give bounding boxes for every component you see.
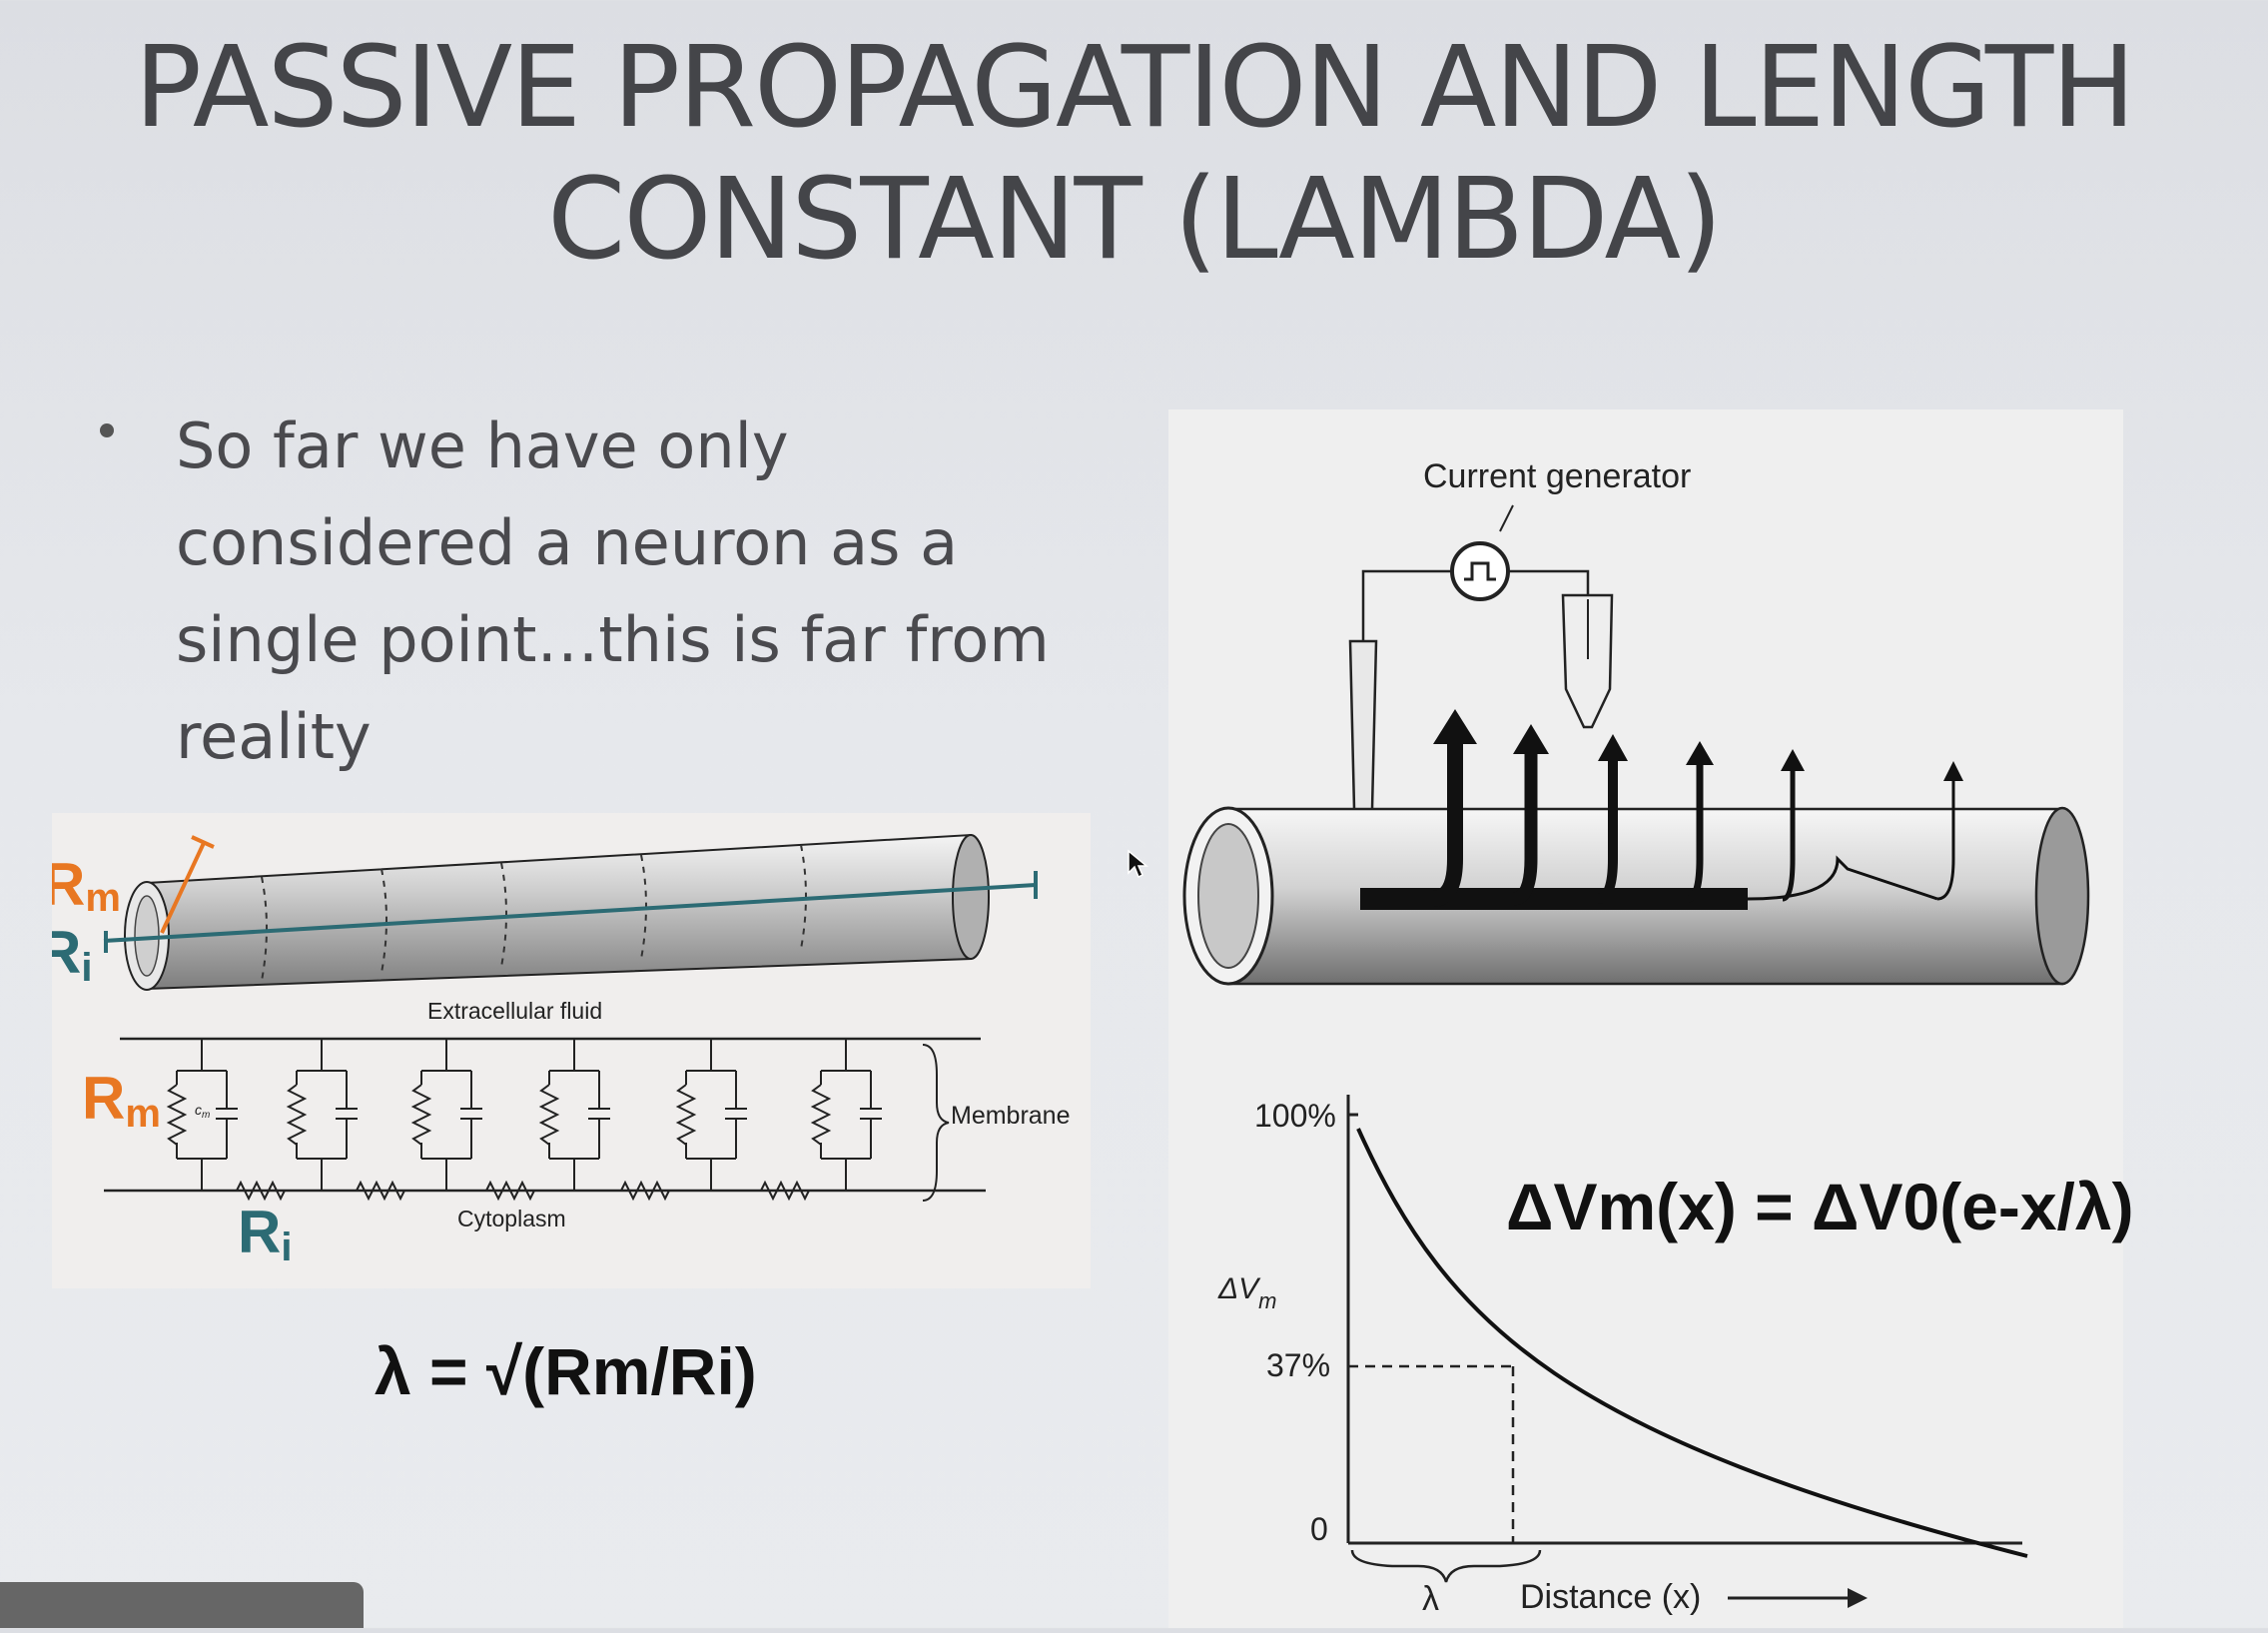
current-arrows <box>1360 739 1955 910</box>
cm-label: cm <box>195 1102 210 1121</box>
y-label-0: 0 <box>1310 1511 1328 1547</box>
slide-title-line1: PASSIVE PROPAGATION AND LENGTH <box>134 23 2135 153</box>
current-generator-label: Current generator <box>1423 457 1691 495</box>
slide-title: PASSIVE PROPAGATION AND LENGTH CONSTANT … <box>0 22 2268 286</box>
lambda-brace <box>1350 1549 1542 1583</box>
extracellular-label: Extracellular fluid <box>427 998 602 1024</box>
video-control-bar[interactable] <box>0 1582 364 1628</box>
ri-label-circuit: Ri <box>238 1199 292 1269</box>
y-axis-label: ΔVm <box>1217 1272 1276 1313</box>
rm-pointer <box>160 842 206 934</box>
cable-model-svg: Rm Ri Extracellular fluid <box>38 833 1071 1269</box>
mouse-cursor-icon <box>1128 849 1148 879</box>
membrane-circuit <box>166 1039 950 1202</box>
decay-curve <box>1356 1128 2028 1558</box>
ground-electrode <box>1561 593 1614 729</box>
decay-formula: ΔVm(x) = ΔV0(e-x/λ) <box>1506 1170 2134 1243</box>
ri-label-top: Ri <box>52 919 92 990</box>
length-constant-figure: Current generator <box>1168 409 2123 1628</box>
bullet-text: So far we have only considered a neuron … <box>176 409 1050 773</box>
rm-label-circuit: Rm <box>82 1065 161 1136</box>
cytoplasm-label: Cytoplasm <box>457 1206 566 1231</box>
lambda-formula: λ = √(Rm/Ri) <box>375 1334 757 1408</box>
lambda-label: λ <box>1422 1580 1439 1618</box>
current-generator-icon <box>1450 541 1510 601</box>
membrane-label: Membrane <box>951 1102 1071 1130</box>
bullet-dot <box>100 423 114 437</box>
y-label-37: 37% <box>1266 1347 1330 1383</box>
ri-line <box>103 883 1037 943</box>
rm-label-top: Rm <box>52 851 121 920</box>
slide-title-line2: CONSTANT (LAMBDA) <box>547 155 1723 285</box>
cable-model-figure: Rm Ri Extracellular fluid <box>38 813 1091 1288</box>
x-axis-label: Distance (x) <box>1520 1578 1701 1616</box>
length-constant-svg: Current generator <box>1182 457 2090 1618</box>
y-label-100: 100% <box>1254 1098 1336 1134</box>
